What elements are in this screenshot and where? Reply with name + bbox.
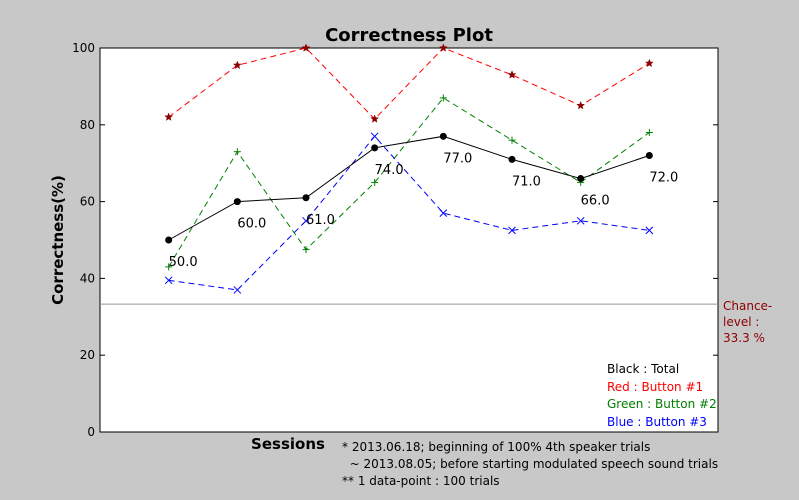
data-point-button-1 (232, 60, 242, 70)
chance-level-label-line1: Chance- (723, 299, 773, 313)
data-point-total (577, 175, 585, 183)
chance-level-label-line3: 33.3 % (723, 331, 765, 345)
data-point-button-3 (302, 216, 310, 225)
data-point-button-1 (576, 100, 586, 110)
y-tick-label: 60 (80, 195, 95, 209)
data-point-total (233, 198, 241, 206)
legend-entry-button-2: Green : Button #2 (607, 397, 717, 411)
data-point-button-3 (439, 209, 448, 217)
data-point-button-3 (164, 276, 173, 285)
plot-area (99, 47, 719, 433)
y-tick-label: 100 (72, 41, 95, 55)
data-point-button-1 (438, 43, 448, 52)
series-line-button-3 (168, 135, 650, 291)
data-point-total (165, 236, 173, 244)
data-point-button-3 (370, 132, 379, 141)
y-tick-label: 40 (80, 271, 95, 285)
data-point-button-3 (645, 226, 654, 235)
y-tick-label: 0 (87, 425, 95, 439)
legend: Black : Total Red : Button #1 Green : Bu… (607, 361, 717, 431)
data-point-button-1 (507, 70, 517, 79)
data-point-button-2 (233, 148, 241, 156)
data-point-button-2 (508, 136, 516, 144)
data-label: 60.0 (237, 217, 266, 232)
legend-entry-total: Black : Total (607, 362, 680, 376)
y-tick-label: 80 (80, 118, 95, 132)
legend-entry-button-1: Red : Button #1 (607, 379, 704, 394)
legend-entry-button-3: Blue : Button #3 (607, 414, 707, 429)
data-point-button-2 (645, 128, 653, 136)
data-point-button-2 (302, 246, 310, 254)
series-line-button-2 (168, 97, 650, 268)
data-label: 72.0 (649, 171, 678, 186)
data-label: 77.0 (443, 151, 472, 166)
data-label: 61.0 (306, 213, 335, 228)
data-point-total (371, 144, 379, 152)
chance-level-label-line2: level : (723, 315, 760, 329)
data-point-button-1 (164, 112, 174, 121)
series-line-button-1 (168, 47, 650, 120)
data-point-total (439, 132, 447, 140)
chance-level-label: Chance- level : 33.3 % (723, 298, 772, 346)
data-point-total (645, 152, 653, 160)
data-label: 71.0 (512, 174, 541, 189)
footnote-2: ~ 2013.08.05; before starting modulated … (342, 457, 719, 471)
x-axis-label: Sessions (251, 435, 325, 453)
data-point-button-1 (370, 114, 380, 123)
y-tick-label: 20 (80, 348, 95, 362)
data-point-button-2 (371, 178, 379, 186)
data-label: 50.0 (169, 255, 198, 270)
data-point-total (302, 194, 310, 202)
footnote-1: * 2013.06.18; beginning of 100% 4th spea… (342, 440, 651, 454)
series-line-total (168, 135, 650, 241)
data-label: 74.0 (375, 163, 404, 178)
chart-title: Correctness Plot (325, 25, 493, 46)
footnote-3: ** 1 data-point : 100 trials (342, 474, 500, 488)
data-point-total (508, 155, 516, 163)
data-point-button-3 (233, 286, 242, 294)
data-point-button-1 (301, 43, 311, 52)
data-label: 66.0 (581, 194, 610, 209)
data-point-button-2 (439, 94, 447, 102)
y-axis-label: Correctness(%) (49, 175, 67, 305)
data-point-button-3 (508, 226, 516, 235)
data-point-button-2 (165, 263, 173, 271)
data-point-button-1 (644, 58, 654, 68)
data-point-button-3 (576, 216, 585, 225)
